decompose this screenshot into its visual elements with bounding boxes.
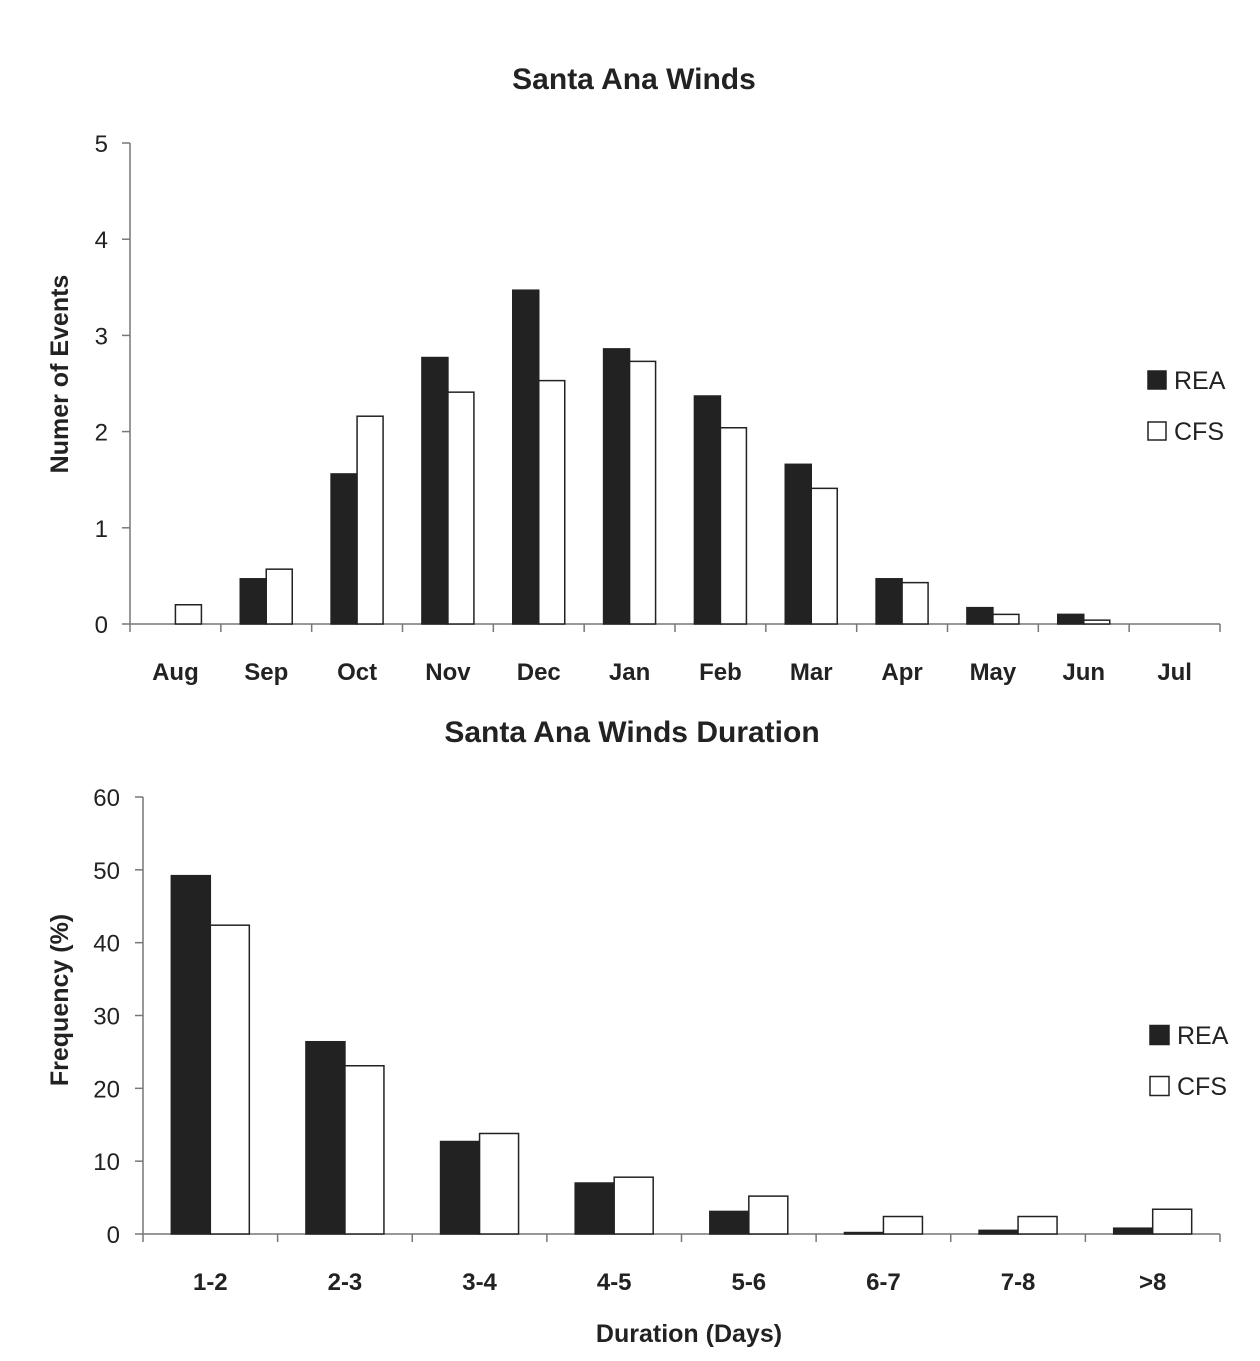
chart2-y-tick-label: 50 xyxy=(93,858,120,885)
chart2-bar-cfs xyxy=(1017,1215,1058,1235)
chart2-y-tick-label: 40 xyxy=(93,931,120,958)
chart1-x-tick-label: Sep xyxy=(244,659,288,686)
chart1-bar-rea xyxy=(330,473,358,625)
chart1-bar-cfs xyxy=(992,613,1020,625)
chart1-bar-cfs xyxy=(356,415,384,625)
chart1-bar-rea xyxy=(875,578,903,625)
chart1-x-tick-label: Nov xyxy=(425,659,471,686)
chart2-x-tick-label: >8 xyxy=(1139,1269,1166,1296)
chart2-bar-rea xyxy=(574,1182,615,1235)
chart1-y-tick-label: 5 xyxy=(95,131,108,158)
chart1-bar-rea xyxy=(693,395,722,625)
chart1-bar-rea xyxy=(1057,613,1085,625)
chart1-legend-swatch-cfs xyxy=(1147,421,1167,441)
chart2-x-tick-label: 4-5 xyxy=(597,1269,632,1296)
chart1-legend-label-rea: REA xyxy=(1174,367,1226,395)
chart2-bar-rea xyxy=(843,1231,885,1235)
chart1-bar-cfs xyxy=(265,568,293,625)
chart1-bar-cfs xyxy=(628,360,657,625)
chart2-bar-cfs xyxy=(1151,1208,1193,1235)
chart1-bar-cfs xyxy=(447,391,475,625)
chart2-legend-label-rea: REA xyxy=(1177,1022,1229,1050)
chart2-legend-label-cfs: CFS xyxy=(1177,1073,1227,1101)
chart2-y-tick-label: 0 xyxy=(107,1222,120,1249)
chart1-x-tick-label: Mar xyxy=(790,659,833,686)
chart1-title: Santa Ana Winds xyxy=(512,63,756,96)
chart2-x-tick-label: 1-2 xyxy=(193,1269,228,1296)
chart2-bar-rea xyxy=(305,1040,346,1235)
chart1-bar-rea xyxy=(421,356,449,625)
chart2-bar-cfs xyxy=(882,1215,924,1235)
chart2-bar-cfs xyxy=(748,1195,789,1235)
chart2-x-tick-label: 7-8 xyxy=(1001,1269,1036,1296)
chart2-bar-cfs xyxy=(344,1065,385,1235)
chart1-y-tick-label: 2 xyxy=(95,420,108,447)
chart1-y-tick-label: 0 xyxy=(95,612,108,639)
chart2-x-tick-label: 6-7 xyxy=(866,1269,901,1296)
chart1-bar-rea xyxy=(512,289,540,625)
chart2-legend-swatch-cfs xyxy=(1149,1075,1170,1097)
chart1-bar-rea xyxy=(784,463,812,625)
chart1-bar-rea xyxy=(602,348,631,625)
chart2-y-tick-label: 60 xyxy=(93,785,120,812)
chart1-y-tick-label: 1 xyxy=(95,516,108,543)
chart2-bar-rea xyxy=(978,1229,1019,1235)
chart1-x-tick-label: May xyxy=(970,659,1017,686)
chart2-y-tick-label: 30 xyxy=(93,1004,120,1031)
chart1-x-tick-label: Dec xyxy=(517,659,561,686)
chart1-y-tick-label: 4 xyxy=(95,227,108,254)
chart1-bar-cfs xyxy=(810,487,838,625)
chart2-bar-rea xyxy=(1112,1227,1154,1235)
chart1-x-tick-label: Feb xyxy=(699,659,742,686)
chart1-y-axis-title: Numer of Events xyxy=(46,275,74,474)
chart1-bar-cfs xyxy=(174,604,203,625)
chart1-bar-cfs xyxy=(538,379,566,625)
chart2-y-tick-label: 10 xyxy=(93,1149,120,1176)
chart2-y-axis-title: Frequency (%) xyxy=(46,914,74,1086)
chart1-x-tick-label: Jul xyxy=(1157,659,1192,686)
chart1-x-tick-label: Jan xyxy=(609,659,650,686)
chart2-bar-rea xyxy=(170,874,212,1235)
chart1-legend-label-cfs: CFS xyxy=(1174,418,1224,446)
chart1-bar-cfs xyxy=(1083,619,1111,625)
chart2-x-axis-title: Duration (Days) xyxy=(596,1320,782,1348)
chart1-bar-cfs xyxy=(719,427,748,625)
chart1-legend-swatch-rea xyxy=(1147,370,1167,390)
chart1-x-tick-label: Aug xyxy=(152,659,199,686)
chart1-x-tick-label: Apr xyxy=(881,659,922,686)
chart2-legend-swatch-rea xyxy=(1149,1024,1170,1046)
chart2-x-tick-label: 2-3 xyxy=(328,1269,363,1296)
chart2-bar-cfs xyxy=(478,1132,520,1235)
chart2-bar-cfs xyxy=(613,1176,654,1235)
chart2-bar-cfs xyxy=(209,924,251,1235)
chart2-x-tick-label: 3-4 xyxy=(462,1269,497,1296)
chart2-y-tick-label: 20 xyxy=(93,1076,120,1103)
chart2-bar-rea xyxy=(439,1140,481,1235)
chart1-x-tick-label: Jun xyxy=(1062,659,1105,686)
chart2-bar-rea xyxy=(709,1210,750,1235)
chart1-y-tick-label: 3 xyxy=(95,323,108,350)
chart2-x-tick-label: 5-6 xyxy=(731,1269,766,1296)
chart1-bar-cfs xyxy=(901,581,929,625)
chart1-bar-rea xyxy=(239,578,267,625)
chart2-title: Santa Ana Winds Duration xyxy=(444,716,819,749)
chart1-x-tick-label: Oct xyxy=(337,659,377,686)
chart1-bar-rea xyxy=(966,606,994,625)
